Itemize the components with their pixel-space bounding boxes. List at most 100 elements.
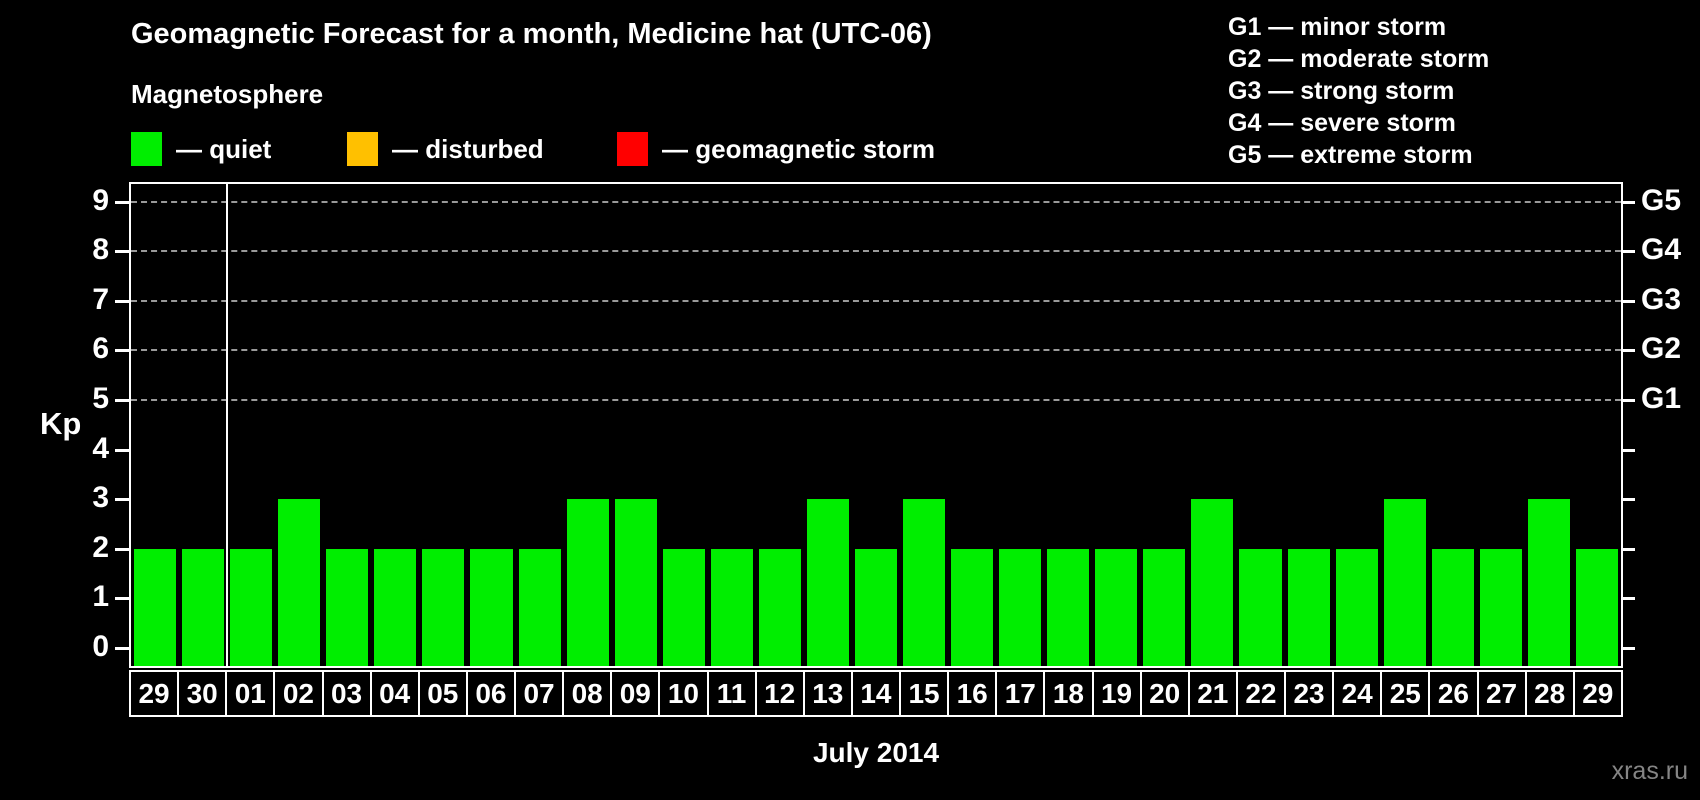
kp-bar bbox=[1527, 499, 1570, 666]
kp-bar bbox=[278, 499, 321, 666]
kp-bar bbox=[1191, 499, 1234, 666]
legend-item-label: — geomagnetic storm bbox=[662, 133, 936, 164]
bar-column-25 bbox=[1381, 184, 1429, 666]
y-axis-tick bbox=[115, 498, 129, 502]
bar-column-04 bbox=[371, 184, 419, 666]
bar-column-14 bbox=[852, 184, 900, 666]
date-cell: 28 bbox=[1526, 672, 1573, 715]
kp-bar bbox=[1479, 548, 1522, 666]
kp-bar bbox=[518, 548, 561, 666]
storm-legend-line-5: G5 — extreme storm bbox=[1228, 141, 1473, 169]
date-cell: 13 bbox=[804, 672, 851, 715]
bar-column-03 bbox=[323, 184, 371, 666]
kp-bar bbox=[854, 548, 897, 666]
right-axis-tick bbox=[1621, 250, 1635, 254]
y-tick-label: 7 bbox=[92, 282, 109, 316]
bar-column-06 bbox=[467, 184, 515, 666]
kp-bar bbox=[614, 499, 657, 666]
watermark: xras.ru bbox=[1611, 757, 1688, 785]
gridline-kp-5 bbox=[131, 399, 1621, 401]
date-cell: 04 bbox=[371, 672, 418, 715]
bar-column-09 bbox=[612, 184, 660, 666]
bar-column-15 bbox=[900, 184, 948, 666]
bar-column-27 bbox=[1477, 184, 1525, 666]
y-tick-label: 8 bbox=[92, 233, 109, 267]
y-axis-title: Kp bbox=[40, 406, 82, 441]
date-cell: 17 bbox=[997, 672, 1044, 715]
storm-legend-line-1: G1 — minor storm bbox=[1228, 13, 1447, 41]
bar-column-01 bbox=[227, 184, 275, 666]
date-cell: 11 bbox=[708, 672, 755, 715]
kp-bar bbox=[951, 548, 994, 666]
bar-column-07 bbox=[516, 184, 564, 666]
kp-bar bbox=[326, 548, 369, 666]
magnetosphere-label: Magnetosphere bbox=[131, 79, 324, 109]
legend-item-label: — quiet bbox=[176, 133, 272, 164]
bar-column-18 bbox=[1044, 184, 1092, 666]
kp-bar bbox=[1143, 548, 1186, 666]
date-cell: 06 bbox=[467, 672, 514, 715]
g-scale-label-g4: G4 bbox=[1641, 233, 1682, 267]
date-cell: 20 bbox=[1141, 672, 1188, 715]
right-axis-tick bbox=[1621, 647, 1635, 650]
y-tick-label: 1 bbox=[92, 580, 109, 614]
g-scale-label-g1: G1 bbox=[1641, 382, 1682, 415]
date-cell: 14 bbox=[852, 672, 899, 715]
bar-column-21 bbox=[1188, 184, 1236, 666]
y-axis-tick bbox=[115, 200, 129, 204]
date-cell: 21 bbox=[1189, 672, 1236, 715]
right-axis-tick bbox=[1621, 299, 1635, 303]
y-axis-tick bbox=[115, 647, 129, 650]
geomagnetic-storm-color-swatch bbox=[617, 132, 648, 166]
bar-column-17 bbox=[996, 184, 1044, 666]
y-tick-label: 5 bbox=[92, 382, 109, 415]
legend-item-label: — disturbed bbox=[392, 133, 544, 164]
bar-column-19 bbox=[1092, 184, 1140, 666]
kp-bar bbox=[1047, 548, 1090, 666]
date-cell: 27 bbox=[1478, 672, 1525, 715]
date-cell: 10 bbox=[660, 672, 707, 715]
kp-bar bbox=[230, 548, 273, 666]
date-cell: 30 bbox=[179, 672, 226, 715]
bar-column-20 bbox=[1140, 184, 1188, 666]
bar-column-28 bbox=[1525, 184, 1573, 666]
g-scale-label-g3: G3 bbox=[1641, 282, 1682, 316]
month-separator-line bbox=[226, 184, 229, 666]
kp-bar bbox=[422, 548, 465, 666]
kp-bar bbox=[758, 548, 801, 666]
x-axis-title: July 2014 bbox=[812, 737, 940, 768]
gridline-kp-8 bbox=[131, 250, 1621, 253]
right-axis-tick bbox=[1621, 448, 1635, 452]
kp-bar bbox=[470, 548, 513, 666]
bar-column-11 bbox=[708, 184, 756, 666]
right-axis-tick bbox=[1621, 349, 1635, 353]
kp-bar bbox=[1239, 548, 1282, 666]
y-tick-label: 4 bbox=[92, 431, 109, 465]
g-scale-label-g5: G5 bbox=[1641, 183, 1682, 217]
storm-legend-line-2: G2 — moderate storm bbox=[1228, 45, 1490, 73]
date-cell: 01 bbox=[227, 672, 274, 715]
x-axis-date-row: 29 30 01 02 03 04 05 06 07 08 09 10 11 12 13 14 15 16 17 18… bbox=[129, 670, 1623, 717]
date-cell: 18 bbox=[1045, 672, 1092, 715]
date-cell: 26 bbox=[1430, 672, 1477, 715]
gridline-kp-6 bbox=[131, 349, 1621, 352]
kp-bar bbox=[806, 499, 849, 666]
gridline-kp-7 bbox=[131, 299, 1621, 302]
bar-column-24 bbox=[1333, 184, 1381, 666]
y-tick-label: 6 bbox=[92, 332, 109, 366]
date-cell: 07 bbox=[516, 672, 563, 715]
y-axis-tick bbox=[115, 448, 129, 452]
date-cell: 05 bbox=[419, 672, 466, 715]
y-tick-label: 2 bbox=[92, 530, 109, 564]
kp-bar bbox=[566, 499, 609, 666]
date-cell: 19 bbox=[1093, 672, 1140, 715]
bar-column-22 bbox=[1236, 184, 1284, 666]
plot-inner: 0 1 2 3 4 5 6 7 8 9 G1 G2 G3 G4 G5 bbox=[92, 184, 1681, 666]
right-axis-tick bbox=[1621, 547, 1635, 551]
legend-item-quiet: — quiet bbox=[131, 131, 271, 167]
kp-bar bbox=[1431, 548, 1474, 666]
date-cell: 22 bbox=[1237, 672, 1284, 715]
date-cell: 03 bbox=[323, 672, 370, 715]
y-axis-tick bbox=[115, 299, 129, 303]
